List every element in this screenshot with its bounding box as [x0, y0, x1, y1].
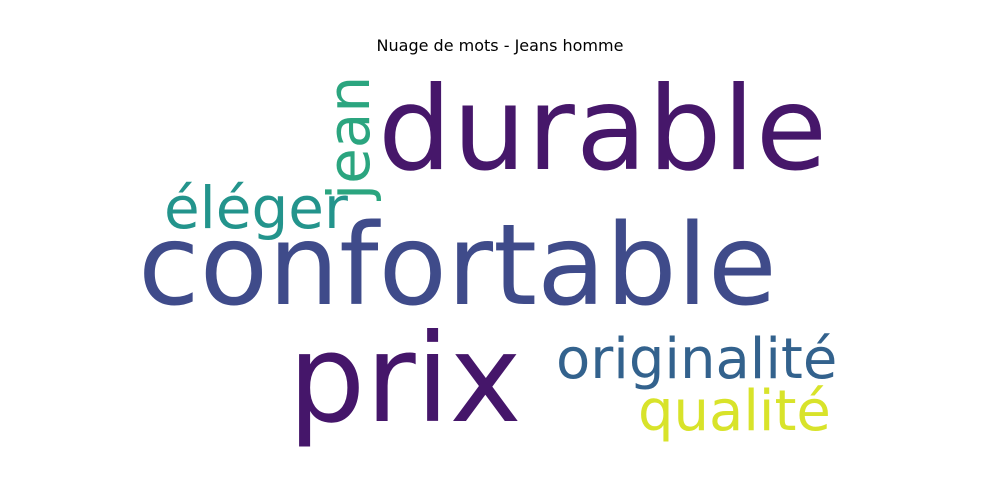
word-eleger: éléger: [164, 174, 348, 242]
word-durable: durable: [378, 62, 829, 197]
word-prix: prix: [288, 308, 522, 450]
word-confortable: confortable: [138, 201, 777, 331]
page-title: Nuage de mots - Jeans homme: [376, 36, 624, 55]
word-originalite: originalité: [556, 327, 838, 392]
word-jean: jean: [315, 75, 383, 200]
word-qualite: qualité: [638, 379, 831, 444]
